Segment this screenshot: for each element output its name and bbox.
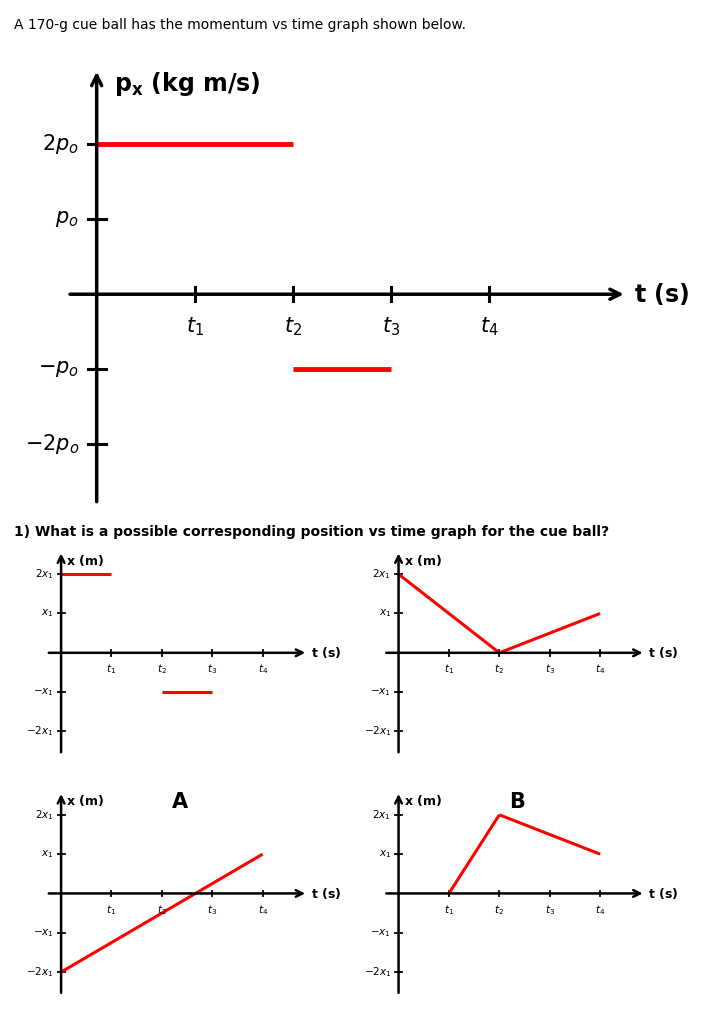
Text: $t_4$: $t_4$ [258, 663, 268, 677]
Text: $\bf{t}$ (s): $\bf{t}$ (s) [310, 886, 341, 901]
Text: $p_o$: $p_o$ [55, 209, 79, 229]
Text: $-2x_1$: $-2x_1$ [26, 725, 54, 738]
Text: $\bf{x}$ (m): $\bf{x}$ (m) [66, 794, 104, 808]
Text: $2x_1$: $2x_1$ [372, 808, 391, 821]
Text: $\bf{x}$ (m): $\bf{x}$ (m) [404, 794, 442, 808]
Text: $-2p_o$: $-2p_o$ [24, 432, 79, 457]
Text: $t_2$: $t_2$ [157, 663, 167, 677]
Text: $2x_1$: $2x_1$ [34, 808, 54, 821]
Text: $t_1$: $t_1$ [444, 663, 454, 677]
Text: $x_1$: $x_1$ [378, 607, 391, 620]
Text: $-x_1$: $-x_1$ [370, 686, 391, 698]
Text: $\bf{x}$ (m): $\bf{x}$ (m) [66, 553, 104, 567]
Text: $-2x_1$: $-2x_1$ [363, 725, 391, 738]
Text: $t_1$: $t_1$ [444, 903, 454, 918]
Text: $-2x_1$: $-2x_1$ [26, 966, 54, 979]
Text: $t_2$: $t_2$ [495, 903, 504, 918]
Text: $t_3$: $t_3$ [545, 663, 555, 677]
Text: $2p_o$: $2p_o$ [42, 132, 79, 156]
Text: $\bf{p_x}$ (kg m/s): $\bf{p_x}$ (kg m/s) [114, 71, 261, 98]
Text: $\bf{t}$ (s): $\bf{t}$ (s) [635, 282, 689, 307]
Text: $x_1$: $x_1$ [378, 848, 391, 860]
Text: $\bf{t}$ (s): $\bf{t}$ (s) [648, 645, 679, 660]
Text: $\bf{t}$ (s): $\bf{t}$ (s) [310, 645, 341, 660]
Text: $t_1$: $t_1$ [106, 903, 116, 918]
Text: $t_3$: $t_3$ [382, 315, 400, 338]
Text: $x_1$: $x_1$ [41, 607, 54, 620]
Text: $-x_1$: $-x_1$ [370, 927, 391, 939]
Text: $-x_1$: $-x_1$ [33, 927, 54, 939]
Text: $t_2$: $t_2$ [157, 903, 167, 918]
Text: $t_3$: $t_3$ [208, 903, 218, 918]
Text: $t_3$: $t_3$ [545, 903, 555, 918]
Text: $t_2$: $t_2$ [495, 663, 504, 677]
Text: A 170-g cue ball has the momentum vs time graph shown below.: A 170-g cue ball has the momentum vs tim… [14, 18, 467, 33]
Text: $t_2$: $t_2$ [284, 315, 302, 338]
Text: $t_4$: $t_4$ [595, 663, 605, 677]
Text: $t_1$: $t_1$ [106, 663, 116, 677]
Text: $t_4$: $t_4$ [258, 903, 268, 918]
Text: $2x_1$: $2x_1$ [34, 567, 54, 581]
Text: $t_4$: $t_4$ [595, 903, 605, 918]
Text: 1) What is a possible corresponding position vs time graph for the cue ball?: 1) What is a possible corresponding posi… [14, 525, 610, 540]
Text: $t_1$: $t_1$ [186, 315, 204, 338]
Text: $-x_1$: $-x_1$ [33, 686, 54, 698]
Text: B: B [509, 792, 525, 811]
Text: $-p_o$: $-p_o$ [38, 359, 79, 379]
Text: $\bf{x}$ (m): $\bf{x}$ (m) [404, 553, 442, 567]
Text: A: A [172, 792, 187, 811]
Text: $t_3$: $t_3$ [208, 663, 218, 677]
Text: $x_1$: $x_1$ [41, 848, 54, 860]
Text: $2x_1$: $2x_1$ [372, 567, 391, 581]
Text: $-2x_1$: $-2x_1$ [363, 966, 391, 979]
Text: $\bf{t}$ (s): $\bf{t}$ (s) [648, 886, 679, 901]
Text: $t_4$: $t_4$ [480, 315, 498, 338]
